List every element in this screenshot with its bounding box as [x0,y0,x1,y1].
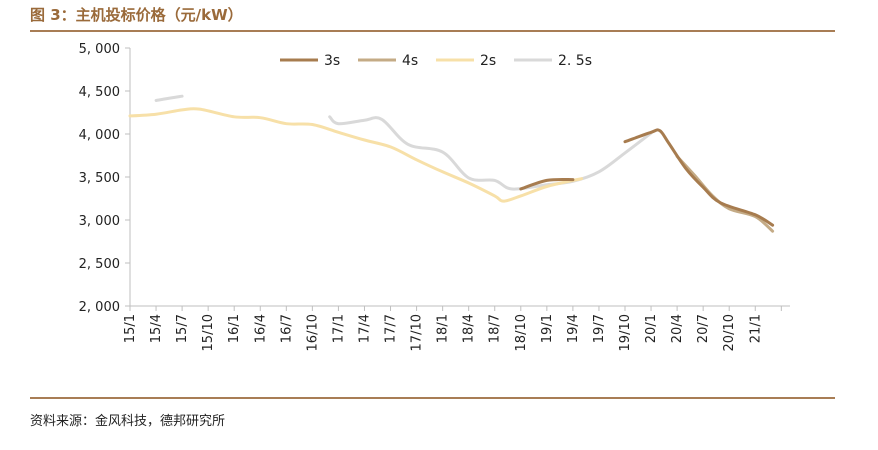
x-tick-label: 18/1 [436,314,451,343]
series-line-2s [128,107,584,203]
series-line-4s [675,154,775,233]
x-tick-label: 17/1 [331,314,346,343]
x-tick-label: 18/7 [488,314,503,343]
legend-label-4s: 4s [402,53,418,69]
x-tick-label: 20/1 [644,314,659,343]
figure-title: 图 3：主机投标价格（元/kW） [30,6,243,24]
x-tick-label: 19/1 [540,314,555,343]
x-tick-label: 20/7 [696,314,711,343]
y-tick-label: 3, 000 [79,214,120,229]
x-tick-label: 17/7 [384,314,399,343]
series-line-3s [623,128,775,227]
y-tick-label: 2, 000 [79,300,120,315]
bottom-rule [30,397,835,399]
x-tick-label: 21/1 [748,314,763,343]
x-tick-label: 18/10 [514,314,529,351]
legend-label-2s: 2s [480,53,496,69]
y-tick-label: 3, 500 [79,171,120,186]
source-note: 资料来源：金风科技，德邦研究所 [30,414,226,429]
x-tick-label: 20/4 [670,314,685,343]
y-tick-label: 5, 000 [79,42,120,57]
top-rule [30,30,835,32]
y-tick-label: 2, 500 [79,257,120,272]
x-tick-label: 15/7 [175,314,190,343]
x-tick-label: 20/10 [722,314,737,351]
x-tick-label: 16/7 [279,314,294,343]
legend-label-25s: 2. 5s [558,53,592,69]
x-tick-label: 19/7 [592,314,607,343]
x-tick-label: 16/4 [253,314,268,343]
series-line-25s [328,115,653,191]
x-tick-label: 15/10 [201,314,216,351]
x-tick-label: 17/10 [410,314,425,351]
series-line-3s [519,177,575,191]
x-tick-label: 15/4 [149,314,164,343]
x-tick-label: 16/10 [305,314,320,351]
x-tick-label: 19/10 [618,314,633,351]
legend-label-3s: 3s [324,53,340,69]
series-line-25s [154,94,184,102]
x-tick-label: 16/1 [227,314,242,343]
x-tick-label: 19/4 [566,314,581,343]
y-tick-label: 4, 500 [79,85,120,100]
x-tick-label: 15/1 [123,314,138,343]
x-tick-label: 17/4 [357,314,372,343]
y-tick-label: 4, 000 [79,128,120,143]
x-tick-label: 18/4 [462,314,477,343]
